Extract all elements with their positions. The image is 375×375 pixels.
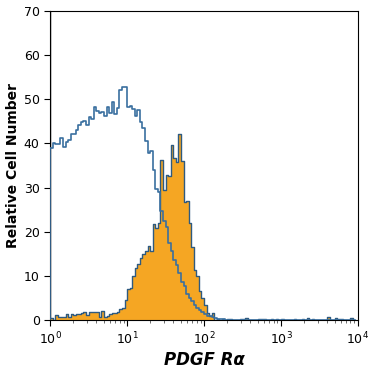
X-axis label: PDGF Rα: PDGF Rα [164,351,244,369]
Y-axis label: Relative Cell Number: Relative Cell Number [6,83,20,248]
